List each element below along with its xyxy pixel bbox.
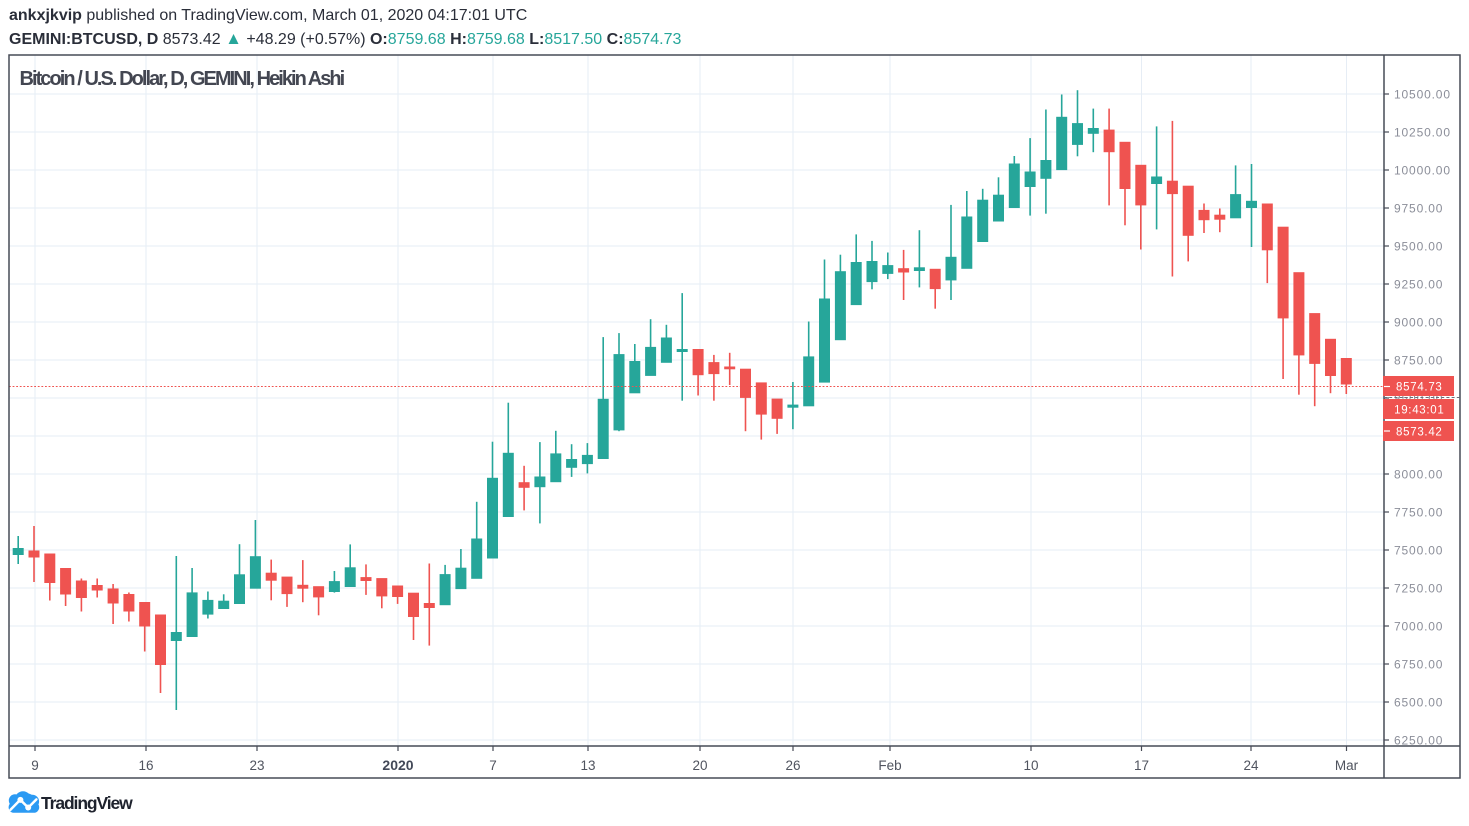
svg-text:17: 17 (1134, 758, 1149, 773)
svg-text:20: 20 (692, 758, 707, 773)
svg-text:Mar: Mar (1335, 758, 1359, 773)
svg-text:8750.00: 8750.00 (1394, 354, 1443, 368)
svg-text:10: 10 (1023, 758, 1038, 773)
svg-text:2020: 2020 (382, 757, 413, 773)
svg-text:9000.00: 9000.00 (1394, 316, 1443, 330)
svg-text:7250.00: 7250.00 (1394, 582, 1443, 596)
svg-text:26: 26 (785, 758, 800, 773)
svg-text:7: 7 (489, 758, 497, 773)
svg-text:8000.00: 8000.00 (1394, 468, 1443, 482)
svg-text:8573.42: 8573.42 (1396, 427, 1442, 439)
svg-text:7750.00: 7750.00 (1394, 506, 1443, 520)
svg-text:8574.73: 8574.73 (1396, 382, 1442, 394)
svg-text:Feb: Feb (878, 758, 901, 773)
svg-text:6500.00: 6500.00 (1394, 696, 1443, 710)
svg-text:9500.00: 9500.00 (1394, 240, 1443, 254)
svg-text:9250.00: 9250.00 (1394, 278, 1443, 292)
svg-text:9750.00: 9750.00 (1394, 202, 1443, 216)
svg-text:23: 23 (249, 758, 264, 773)
svg-text:Bitcoin / U.S. Dollar, D, GEMI: Bitcoin / U.S. Dollar, D, GEMINI, Heikin… (20, 68, 345, 90)
svg-text:7500.00: 7500.00 (1394, 544, 1443, 558)
svg-text:6250.00: 6250.00 (1394, 734, 1443, 748)
svg-text:7000.00: 7000.00 (1394, 620, 1443, 634)
svg-text:19:43:01: 19:43:01 (1394, 405, 1444, 417)
svg-text:13: 13 (580, 758, 595, 773)
svg-text:24: 24 (1243, 758, 1259, 773)
svg-text:9: 9 (31, 758, 39, 773)
svg-text:10000.00: 10000.00 (1394, 164, 1451, 178)
svg-text:16: 16 (138, 758, 153, 773)
svg-text:10250.00: 10250.00 (1394, 126, 1451, 140)
svg-text:6750.00: 6750.00 (1394, 658, 1443, 672)
svg-text:10500.00: 10500.00 (1394, 88, 1451, 102)
